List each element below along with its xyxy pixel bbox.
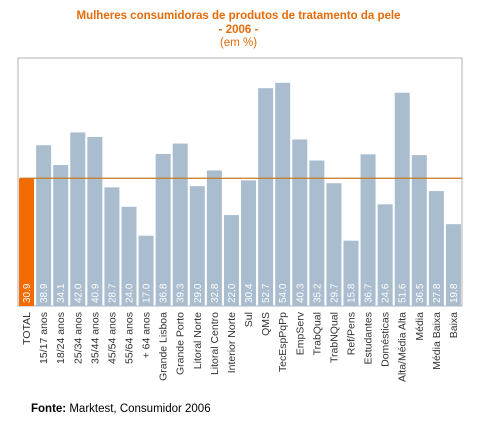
category-label: Grande Lisboa [158, 312, 170, 381]
bar-chart: 30.9 TOTAL 38.9 15/17 anos 34.1 18/24 anos 42.… [17, 57, 463, 382]
bar [70, 132, 86, 306]
category-label: Litoral Norte [192, 312, 204, 369]
value-label: 30.9 [22, 283, 33, 303]
category-label: Estudantes [363, 312, 375, 365]
category-label: QMS [260, 312, 272, 336]
plot-frame [17, 57, 463, 307]
bar [326, 183, 342, 306]
bar [189, 186, 205, 306]
category-label: Sul [243, 312, 255, 327]
category-label: Alta/Média Alta [397, 312, 409, 382]
source-note: Fonte: Marktest, Consumidor 2006 [31, 403, 211, 415]
category-label: 15/17 anos [38, 312, 50, 364]
bar [377, 204, 393, 306]
value-label: 40.3 [295, 283, 306, 303]
category-label: TrabNQual [328, 312, 340, 363]
value-label: 36.8 [159, 283, 170, 303]
category-label: 25/34 anos [72, 312, 84, 364]
category-label: EmpServ [294, 311, 306, 355]
value-label: 17.0 [142, 283, 153, 303]
bar [206, 170, 222, 306]
value-label: 54.0 [278, 283, 289, 303]
category-label: Média Baixa [431, 312, 443, 370]
bar [53, 165, 69, 306]
value-label: 35.2 [312, 283, 323, 303]
bar [309, 160, 325, 306]
value-label: 40.9 [90, 283, 101, 303]
value-label: 42.0 [73, 283, 84, 303]
value-label: 27.8 [432, 283, 443, 303]
value-label: 52.7 [261, 283, 272, 303]
chart-title: Mulheres consumidoras de produtos de tra… [76, 10, 401, 22]
bar [241, 180, 257, 306]
value-label: 29.0 [193, 283, 204, 303]
bar [19, 178, 35, 306]
value-label: 38.9 [39, 283, 50, 303]
category-label: + 64 anos [141, 312, 153, 358]
value-label: 19.8 [449, 283, 460, 303]
value-label: 32.8 [210, 283, 221, 303]
value-label: 24.0 [125, 283, 136, 303]
category-label: Litoral Centro [209, 312, 221, 375]
source-text: Marktest, Consumidor 2006 [69, 403, 211, 415]
bar [343, 240, 359, 306]
bar [258, 88, 274, 306]
chart-unit: (em %) [219, 37, 258, 49]
value-label: 28.7 [107, 283, 118, 303]
bar [172, 143, 188, 306]
category-label: 18/24 anos [55, 312, 67, 364]
bar [223, 215, 239, 306]
category-label: 35/44 anos [89, 312, 101, 364]
bar [445, 224, 461, 306]
bar [411, 155, 427, 306]
category-label: Domésticas [380, 312, 392, 367]
bar [36, 145, 52, 306]
bar [155, 153, 171, 306]
category-label: Ref/Pens [346, 312, 358, 355]
category-label: Grande Porto [175, 312, 187, 375]
value-label: 36.5 [415, 283, 426, 303]
category-label: Média [414, 312, 426, 341]
bar [104, 187, 120, 306]
category-label: 55/64 anos [124, 312, 136, 364]
value-label: 51.6 [398, 283, 409, 303]
bar [394, 92, 410, 306]
bar [121, 206, 137, 306]
value-label: 39.3 [176, 283, 187, 303]
category-label: TecEspPqPp [277, 312, 289, 372]
value-label: 30.4 [244, 283, 255, 303]
bar [275, 82, 291, 306]
bar [87, 136, 103, 306]
value-label: 24.6 [381, 283, 392, 303]
category-label: Interior Norte [226, 312, 238, 373]
bar [428, 191, 444, 306]
bar [138, 235, 154, 306]
value-label: 29.7 [329, 283, 340, 303]
bar [360, 154, 376, 306]
category-label: Baixa [448, 312, 460, 338]
category-label: 45/54 anos [106, 312, 118, 364]
value-label: 36.7 [364, 283, 375, 303]
value-label: 15.8 [347, 283, 358, 303]
value-label: 22.0 [227, 283, 238, 303]
category-label: TrabQual [311, 312, 323, 355]
bar [292, 139, 308, 306]
chart-subtitle: - 2006 - [218, 24, 259, 36]
value-label: 34.1 [56, 283, 67, 303]
category-label: TOTAL [21, 312, 33, 345]
source-label: Fonte: [31, 403, 67, 415]
